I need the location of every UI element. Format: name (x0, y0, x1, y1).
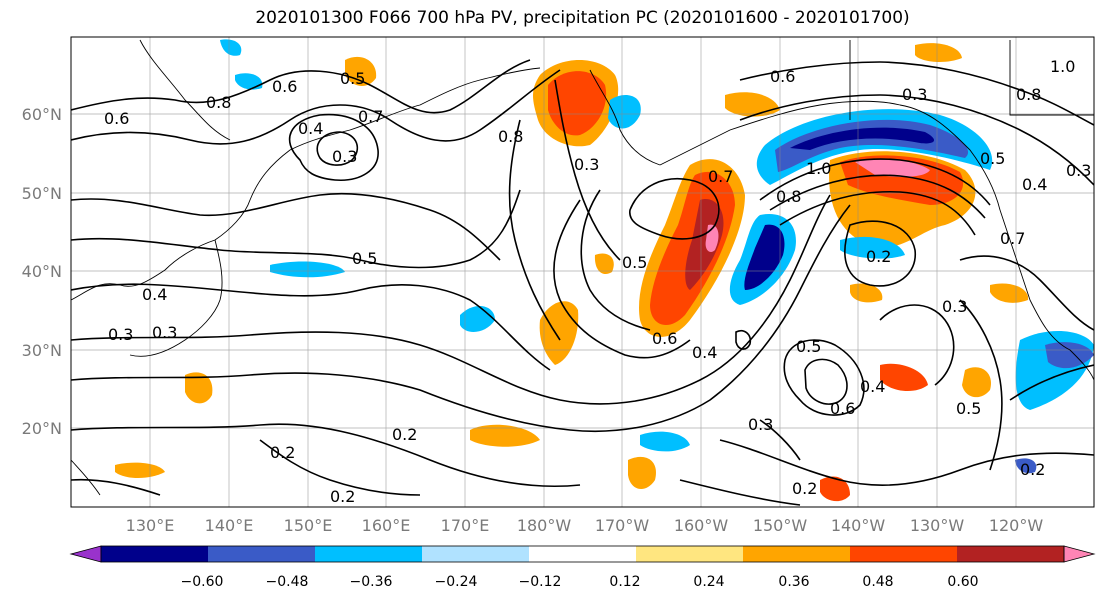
contour-label: 0.4 (298, 119, 323, 138)
contour-label: 0.4 (692, 343, 717, 362)
contour-label: 0.4 (142, 285, 167, 304)
colorbar-segment (422, 546, 530, 562)
lon-label: 130°E (126, 516, 175, 535)
contour-label: 0.5 (956, 399, 981, 418)
lon-label: 170°E (441, 516, 490, 535)
contour-label: 0.2 (792, 479, 817, 498)
contour-labels: 0.6 0.8 0.6 0.4 0.7 0.5 0.3 0.8 0.3 0.5 … (104, 57, 1091, 506)
colorbar-label: −0.12 (519, 574, 562, 590)
contour-label: 0.2 (392, 425, 417, 444)
lon-label: 120°W (989, 516, 1044, 535)
contour-label: 0.2 (270, 443, 295, 462)
colorbar-segment (850, 546, 958, 562)
contour-label: 0.5 (340, 69, 365, 88)
contour-label: 0.8 (498, 127, 523, 146)
contour-label: 0.2 (1020, 460, 1045, 479)
colorbar-segment (529, 546, 637, 562)
colorbar-extend-max (1063, 545, 1096, 563)
lon-label: 140°W (831, 516, 886, 535)
contour-label: 0.3 (942, 297, 967, 316)
lon-label: 160°E (362, 516, 411, 535)
lat-label: 60°N (22, 105, 62, 124)
contour-label: 0.7 (1000, 229, 1025, 248)
colorbar-label: 0.36 (778, 574, 809, 590)
coastlines (71, 39, 1094, 496)
contour-label: 0.3 (1066, 161, 1091, 180)
contour-label: 0.4 (860, 377, 885, 396)
lon-label: 130°W (910, 516, 965, 535)
contour-label: 0.8 (206, 93, 231, 112)
colorbar-segment (957, 546, 1065, 562)
contour-label: 0.2 (330, 487, 355, 506)
contour-label: 0.7 (708, 167, 733, 186)
contour-label: 0.5 (622, 253, 647, 272)
lat-label: 20°N (22, 419, 62, 438)
colorbar-label: 0.12 (609, 574, 640, 590)
contour-label: 0.5 (980, 149, 1005, 168)
colorbar-segment (636, 546, 744, 562)
lon-label: 140°E (205, 516, 254, 535)
lon-label: 150°E (284, 516, 333, 535)
contour-label: 0.6 (272, 77, 297, 96)
colorbar-label: −0.24 (435, 574, 478, 590)
lat-label: 30°N (22, 341, 62, 360)
colorbar-label: −0.48 (266, 574, 309, 590)
pv-contours (71, 59, 1094, 506)
contour-label: 0.6 (830, 399, 855, 418)
contour-label: 0.3 (574, 155, 599, 174)
contour-label: 0.3 (152, 323, 177, 342)
contour-label: 1.0 (806, 159, 831, 178)
lon-label: 150°W (753, 516, 808, 535)
contour-label: 0.3 (108, 325, 133, 344)
lon-label: 180°W (517, 516, 572, 535)
colorbar (69, 545, 1096, 563)
lat-label: 50°N (22, 184, 62, 203)
contour-label: 1.0 (1050, 57, 1075, 76)
colorbar-segment (743, 546, 851, 562)
contour-label: 0.7 (358, 107, 383, 126)
contour-label: 0.6 (770, 67, 795, 86)
lon-label: 170°W (595, 516, 650, 535)
colorbar-outline (100, 545, 1065, 563)
contour-label: 0.8 (1016, 85, 1041, 104)
colorbar-labels: −0.60 −0.48 −0.36 −0.24 −0.12 0.12 0.24 … (181, 574, 979, 590)
contour-label: 0.5 (796, 337, 821, 356)
contour-label: 0.3 (332, 147, 357, 166)
colorbar-label: 0.60 (947, 574, 978, 590)
colorbar-label: 0.48 (862, 574, 893, 590)
lat-label: 40°N (22, 262, 62, 281)
colorbar-segment (208, 546, 316, 562)
map-title: 2020101300 F066 700 hPa PV, precipitatio… (255, 8, 910, 28)
map-frame (70, 36, 1095, 508)
latitude-labels: 60°N 50°N 40°N 30°N 20°N (22, 105, 62, 438)
longitude-labels: 130°E 140°E 150°E 160°E 170°E 180°W 170°… (126, 516, 1044, 535)
contour-label: 0.2 (866, 247, 891, 266)
colorbar-extend-min (69, 545, 102, 563)
contour-label: 0.8 (776, 187, 801, 206)
lon-label: 160°W (674, 516, 729, 535)
contour-label: 0.6 (104, 109, 129, 128)
contour-label: 0.4 (1022, 175, 1047, 194)
colorbar-segment (101, 546, 209, 562)
colorbar-label: −0.60 (181, 574, 224, 590)
contour-label: 0.3 (748, 415, 773, 434)
contour-label: 0.3 (902, 85, 927, 104)
contour-label: 0.6 (652, 329, 677, 348)
colorbar-segment (315, 546, 423, 562)
colorbar-label: 0.24 (693, 574, 724, 590)
contour-label: 0.5 (352, 249, 377, 268)
colorbar-label: −0.36 (350, 574, 393, 590)
